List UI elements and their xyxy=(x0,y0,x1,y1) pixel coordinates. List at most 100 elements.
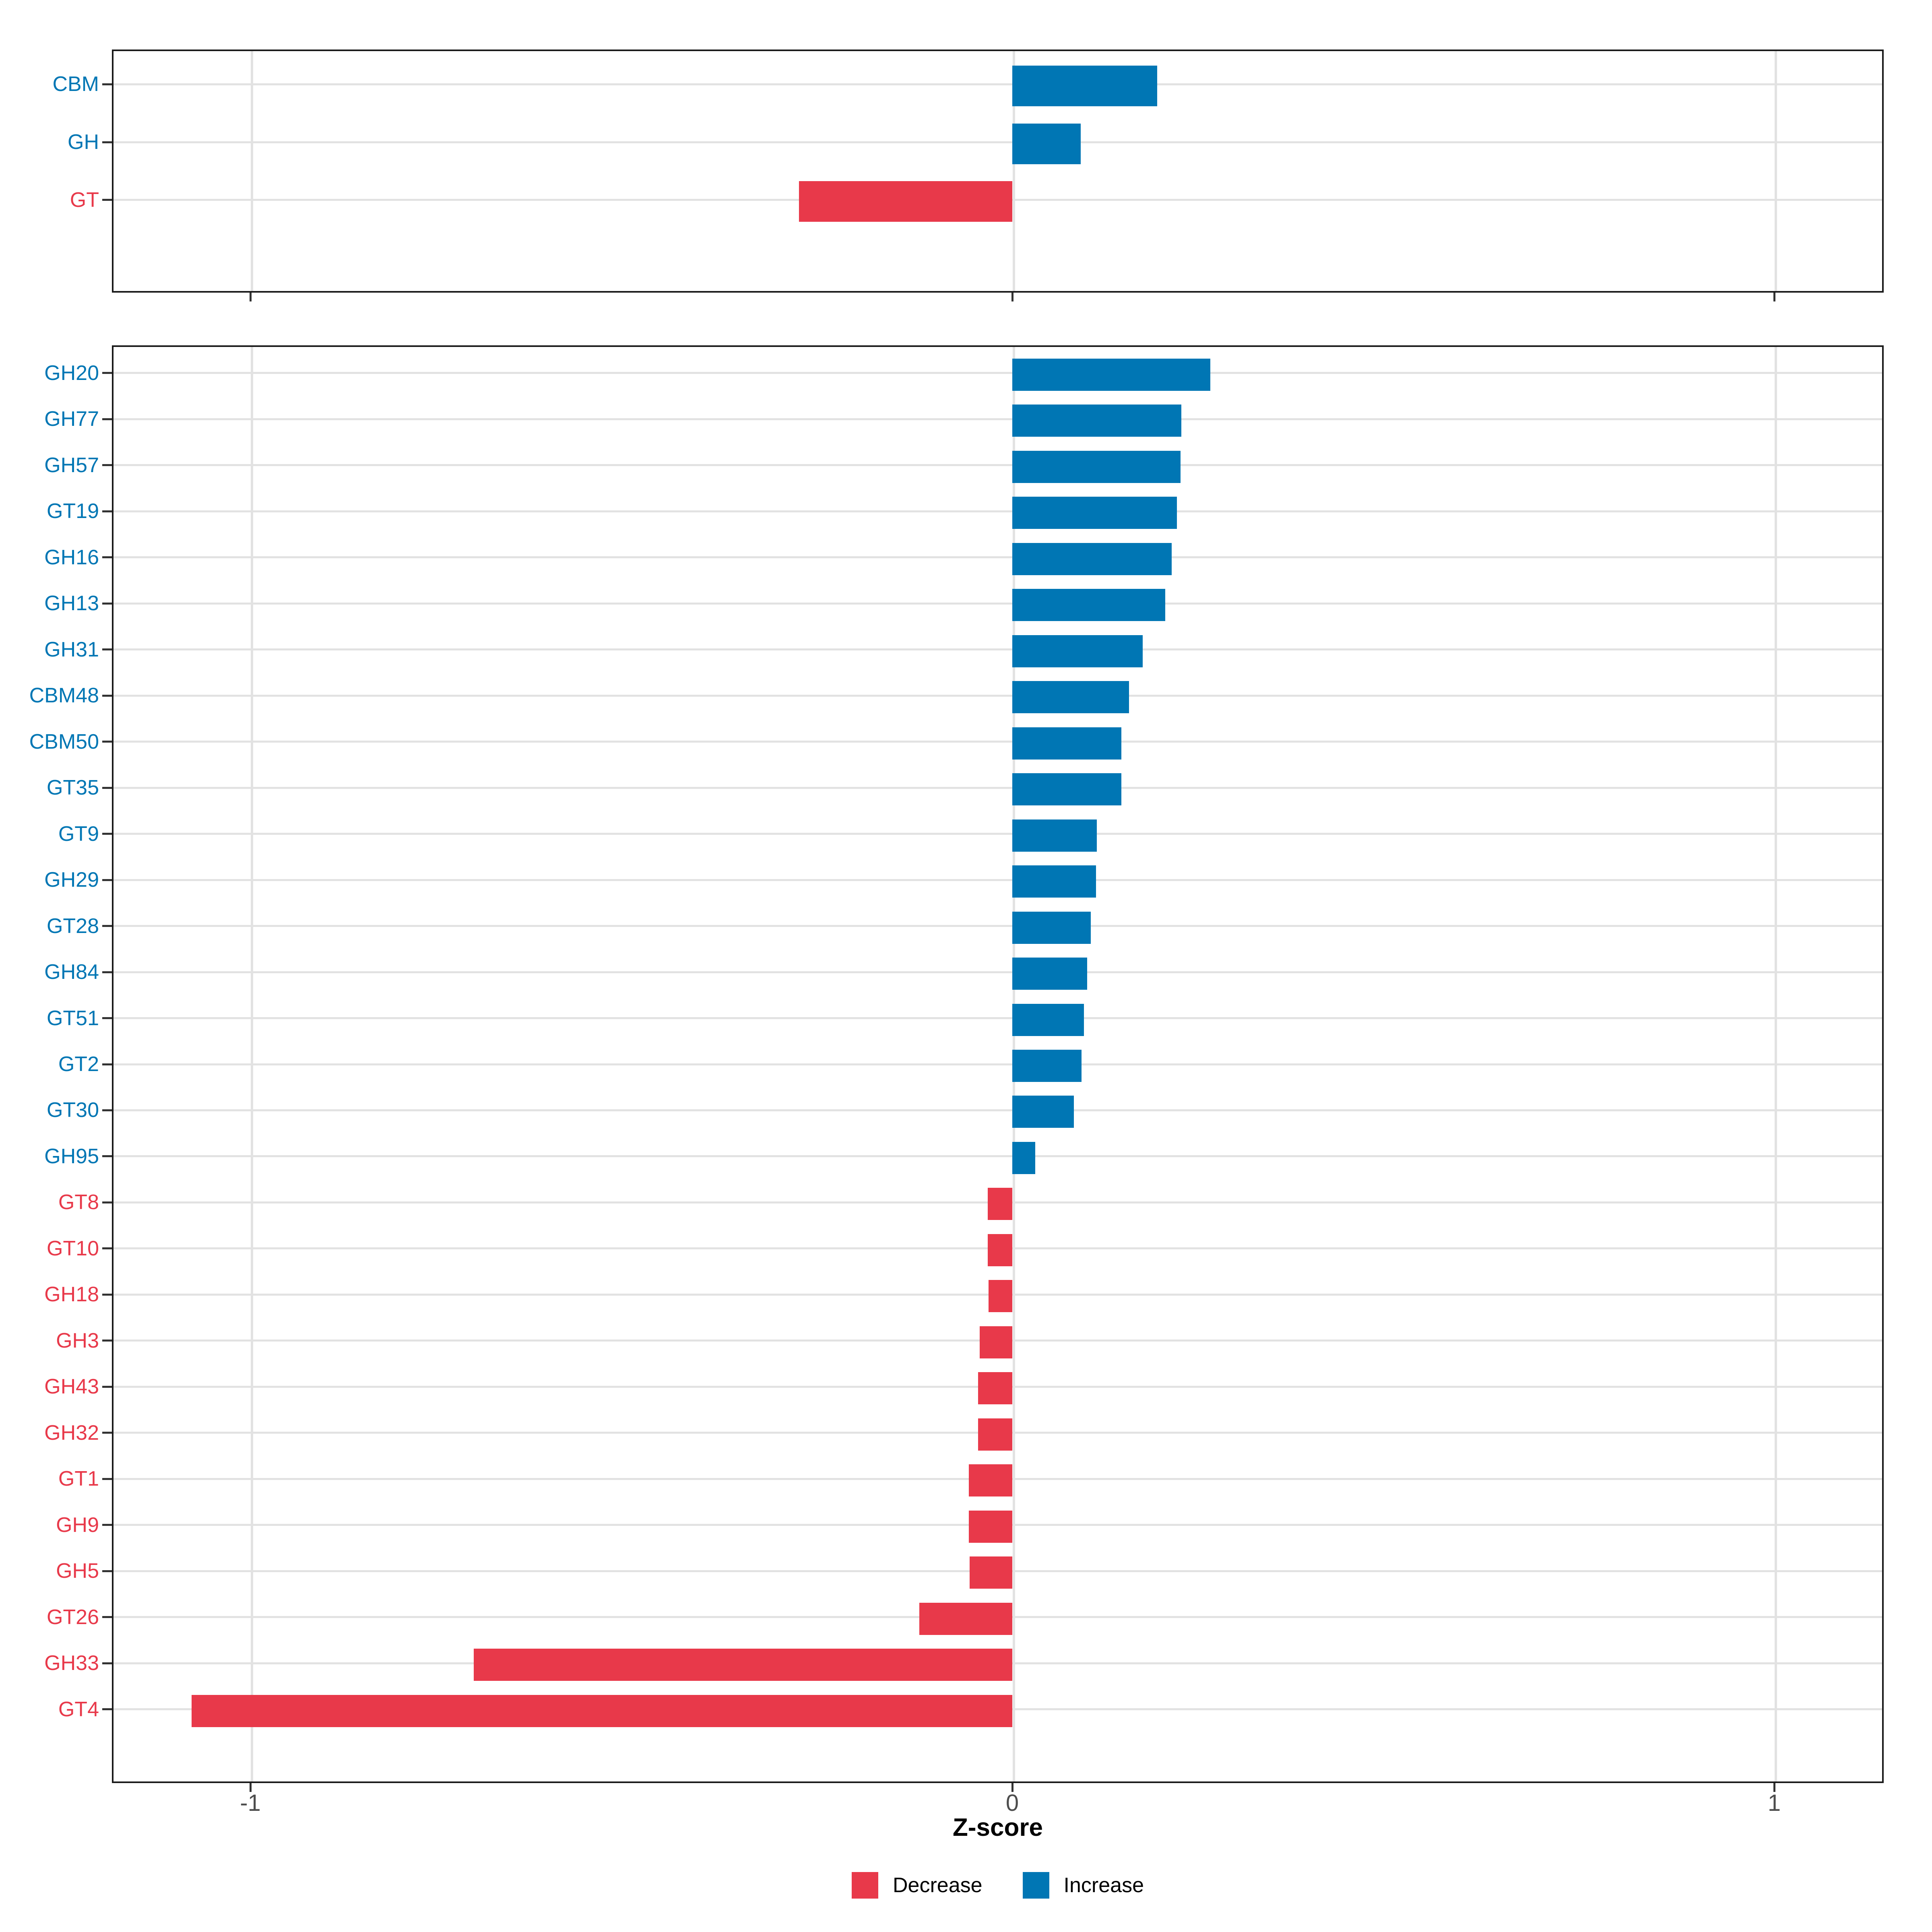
category-label-GH31: GH31 xyxy=(44,638,99,661)
x-tick-label-0: 0 xyxy=(1005,1790,1019,1816)
category-label-GT19: GT19 xyxy=(46,500,99,523)
y-tick-CBM48 xyxy=(102,695,112,697)
y-tick-GT19 xyxy=(102,510,112,512)
category-label-GT4: GT4 xyxy=(58,1698,99,1721)
y-tick-GT35 xyxy=(102,787,112,789)
x-tick-panel1--1 xyxy=(250,1783,252,1792)
category-label-GH16: GH16 xyxy=(44,546,99,569)
legend-swatch-decrease xyxy=(851,1872,878,1899)
x-axis-title: Z-score xyxy=(953,1814,1043,1841)
bar-GT4 xyxy=(192,1695,1012,1727)
y-tick-GT2 xyxy=(102,1063,112,1065)
x-tick-panel1-0 xyxy=(1011,1783,1013,1792)
bar-GH43 xyxy=(978,1372,1012,1404)
category-label-GT30: GT30 xyxy=(46,1098,99,1122)
category-label-GH95: GH95 xyxy=(44,1145,99,1168)
gridline-row-GT9 xyxy=(114,833,1882,835)
y-tick-GH13 xyxy=(102,603,112,605)
legend-label-increase: Increase xyxy=(1063,1874,1144,1897)
category-label-GH3: GH3 xyxy=(56,1329,99,1352)
y-tick-GT51 xyxy=(102,1017,112,1019)
bar-GT30 xyxy=(1012,1096,1074,1128)
y-tick-GT8 xyxy=(102,1201,112,1203)
gridline-row-GT2 xyxy=(114,1063,1882,1065)
y-tick-GT xyxy=(102,199,112,201)
bar-GH33 xyxy=(474,1649,1012,1681)
gridline-row-GH84 xyxy=(114,971,1882,973)
y-tick-GH3 xyxy=(102,1340,112,1342)
bar-GT26 xyxy=(919,1603,1012,1635)
bar-GT28 xyxy=(1012,912,1091,944)
bar-GH5 xyxy=(970,1556,1012,1589)
category-label-CBM48: CBM48 xyxy=(29,684,99,707)
y-tick-CBM xyxy=(102,83,112,85)
gridline-row-GH xyxy=(114,141,1882,143)
bar-CBM48 xyxy=(1012,681,1129,713)
x-tick-panel1-1 xyxy=(1773,1783,1775,1792)
bar-GT9 xyxy=(1012,819,1097,852)
bar-GH13 xyxy=(1012,589,1165,621)
gridline-row-GH57 xyxy=(114,464,1882,466)
x-tick-label--1: -1 xyxy=(240,1790,261,1816)
bar-GT8 xyxy=(988,1188,1012,1220)
category-label-GT: GT xyxy=(70,188,99,212)
y-tick-GH77 xyxy=(102,418,112,420)
bar-GH84 xyxy=(1012,958,1087,990)
bar-GH32 xyxy=(978,1418,1012,1451)
category-label-GT26: GT26 xyxy=(46,1606,99,1629)
bar-GH57 xyxy=(1012,451,1181,483)
category-label-GT2: GT2 xyxy=(58,1053,99,1076)
y-tick-GH5 xyxy=(102,1570,112,1572)
y-tick-GT28 xyxy=(102,925,112,927)
y-tick-GH16 xyxy=(102,556,112,558)
y-tick-GH43 xyxy=(102,1386,112,1388)
category-label-GH5: GH5 xyxy=(56,1559,99,1583)
category-label-GH: GH xyxy=(68,130,99,154)
y-tick-GH31 xyxy=(102,648,112,650)
y-tick-CBM50 xyxy=(102,741,112,743)
y-tick-GH18 xyxy=(102,1294,112,1296)
x-tick-panel0--1 xyxy=(250,293,252,301)
category-label-GT9: GT9 xyxy=(58,822,99,846)
category-label-CBM: CBM xyxy=(52,72,99,96)
gridline-row-GH16 xyxy=(114,556,1882,559)
category-label-GH77: GH77 xyxy=(44,407,99,431)
legend: Decrease Increase xyxy=(112,1867,1884,1904)
bar-GH77 xyxy=(1012,405,1181,437)
bar-GH95 xyxy=(1012,1142,1035,1174)
bar-GT1 xyxy=(969,1464,1012,1496)
y-tick-GH9 xyxy=(102,1524,112,1526)
category-label-GH29: GH29 xyxy=(44,868,99,892)
category-label-GT10: GT10 xyxy=(46,1237,99,1260)
bar-GT xyxy=(799,181,1012,222)
category-label-GH33: GH33 xyxy=(44,1651,99,1675)
category-label-GH32: GH32 xyxy=(44,1421,99,1445)
bar-CBM xyxy=(1012,66,1157,106)
gridline-row-GH29 xyxy=(114,879,1882,881)
y-tick-GT9 xyxy=(102,833,112,835)
category-label-GH18: GH18 xyxy=(44,1283,99,1306)
y-tick-GH20 xyxy=(102,372,112,374)
bar-GT51 xyxy=(1012,1004,1084,1036)
gridline-row-GT28 xyxy=(114,925,1882,927)
category-label-CBM50: CBM50 xyxy=(29,730,99,753)
bar-GH xyxy=(1012,124,1081,164)
y-tick-GT1 xyxy=(102,1478,112,1480)
x-tick-panel0-1 xyxy=(1773,293,1775,301)
category-label-GT35: GT35 xyxy=(46,776,99,799)
panel-cazyme-classes xyxy=(112,50,1884,293)
bar-GH18 xyxy=(989,1280,1012,1312)
gridline-row-GT30 xyxy=(114,1109,1882,1111)
panel-cazyme-families xyxy=(112,345,1884,1783)
category-label-GH84: GH84 xyxy=(44,960,99,984)
bar-GT2 xyxy=(1012,1050,1082,1082)
y-tick-GT26 xyxy=(102,1616,112,1618)
category-label-GT51: GT51 xyxy=(46,1007,99,1030)
bar-GT35 xyxy=(1012,773,1121,805)
gridline-row-GH95 xyxy=(114,1155,1882,1158)
gridline-row-GH77 xyxy=(114,418,1882,420)
x-tick-panel0-0 xyxy=(1011,293,1013,301)
bar-CBM50 xyxy=(1012,727,1121,760)
category-label-GT28: GT28 xyxy=(46,914,99,938)
category-label-GH43: GH43 xyxy=(44,1375,99,1398)
